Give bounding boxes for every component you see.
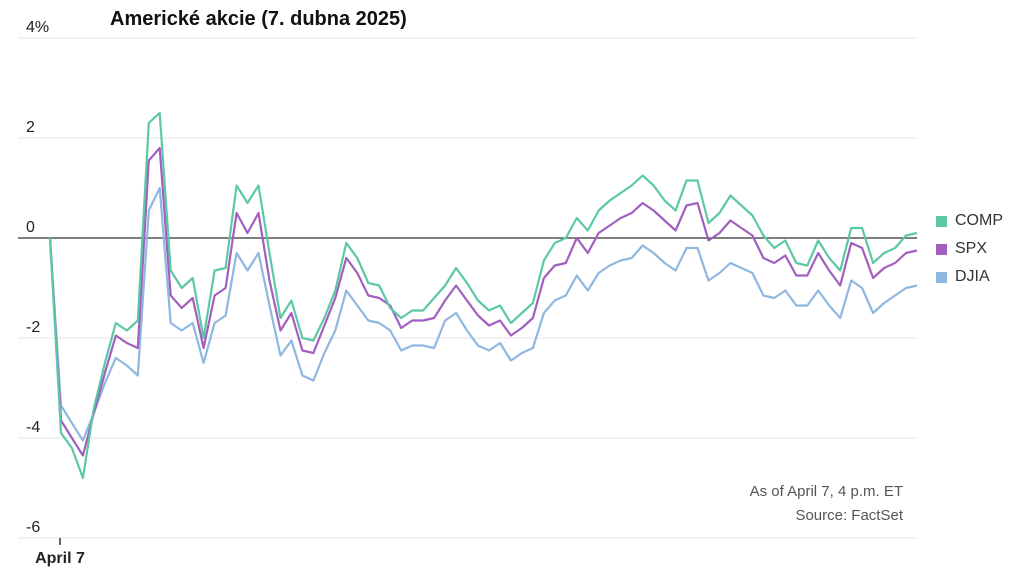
series-line-comp [48, 111, 918, 480]
series-lines [48, 111, 918, 480]
y-axis-labels: 4% 2 0 -2 -4 -6 [26, 19, 49, 536]
legend-label-spx: SPX [955, 240, 988, 257]
y-tick-label: 4% [26, 19, 49, 36]
legend-swatch-comp [936, 215, 947, 227]
legend-label-comp: COMP [955, 212, 1003, 229]
chart-note: As of April 7, 4 p.m. ET Source: FactSet [750, 480, 903, 528]
series-line-spx [48, 146, 918, 457]
legend-swatch-djia [936, 271, 947, 283]
y-tick-label: -4 [26, 419, 40, 436]
as-of-note: As of April 7, 4 p.m. ET [749, 483, 903, 500]
legend-item-spx: SPX [936, 235, 1003, 263]
legend-item-djia: DJIA [936, 263, 1003, 291]
gridlines [18, 37, 917, 539]
y-tick-label: 2 [26, 119, 35, 136]
y-tick-label: -6 [26, 519, 40, 536]
chart-title: Americké akcie (7. dubna 2025) [110, 8, 407, 30]
legend-label-djia: DJIA [955, 268, 990, 285]
legend-item-comp: COMP [936, 207, 1003, 235]
legend-swatch-spx [936, 243, 947, 255]
source-note: Source: FactSet [795, 507, 903, 524]
legend: COMP SPX DJIA [936, 207, 1003, 291]
y-tick-label: -2 [26, 319, 40, 336]
x-axis-tick-label: April 7 [35, 550, 85, 567]
series-line-djia [48, 186, 918, 442]
y-tick-label: 0 [26, 219, 35, 236]
